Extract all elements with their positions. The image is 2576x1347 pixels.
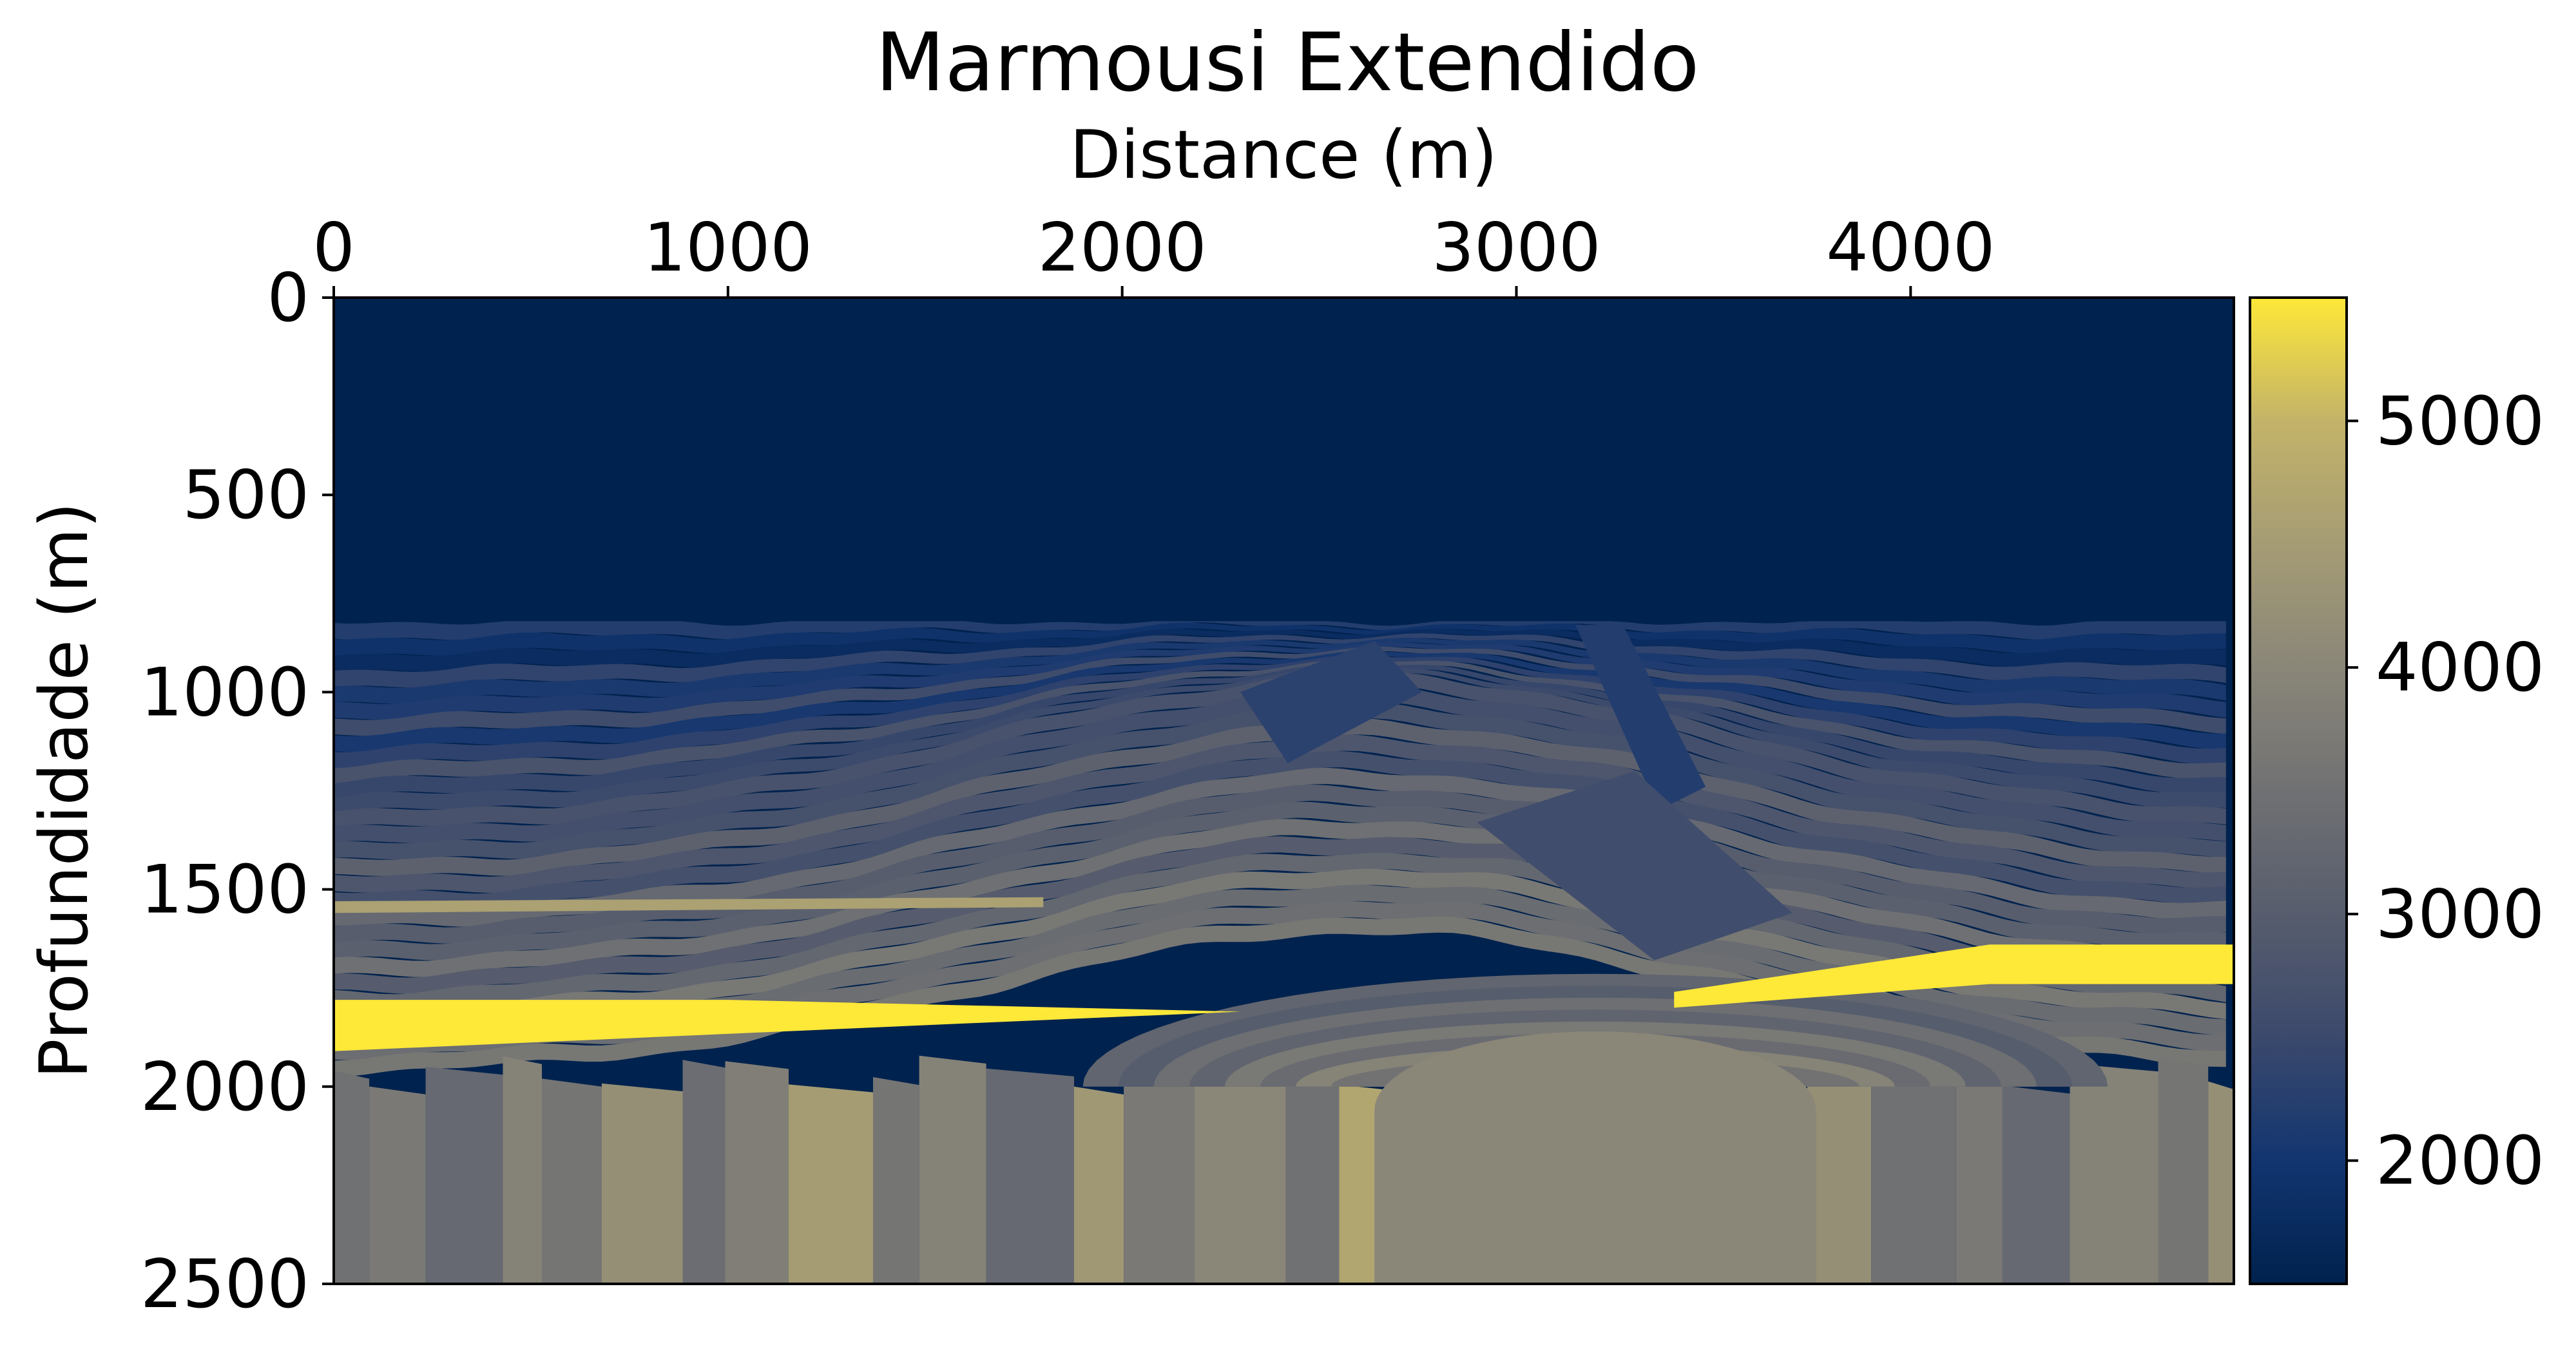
sediment-band <box>334 633 2226 688</box>
colorbar <box>2249 296 2348 1285</box>
deep-column <box>1124 1069 1195 1284</box>
sediment-band <box>334 655 2226 769</box>
chart-title: Marmousi Extendido <box>876 16 1700 110</box>
sediment-band <box>334 637 2226 704</box>
colorbar-tick-label: 5000 <box>2376 383 2544 460</box>
y-tick-label: 2000 <box>140 1049 309 1126</box>
velocity-heatmap <box>334 298 2234 1284</box>
sediment-band <box>334 702 2226 860</box>
y-axis-label: Profundidade (m) <box>26 502 103 1079</box>
deep-column <box>789 1084 873 1284</box>
fault-block <box>1477 770 1793 960</box>
colorbar-tick-label: 3000 <box>2376 876 2544 953</box>
colorbar-tick-label: 4000 <box>2376 629 2544 707</box>
deep-column <box>2070 1064 2158 1284</box>
y-tick-label: 500 <box>182 457 309 534</box>
y-tick-label: 0 <box>267 260 309 337</box>
fault-block <box>1575 625 1706 811</box>
deep-column <box>602 1083 683 1284</box>
deep-column <box>986 1068 1074 1284</box>
fault-block <box>1240 640 1422 763</box>
yellow-thin-layer <box>334 897 1044 913</box>
sediment-band <box>334 621 2226 640</box>
sediment-band <box>334 664 2226 800</box>
high-velocity-wedge <box>334 1000 1241 1051</box>
x-tick-label: 4000 <box>1826 209 1995 287</box>
sediment-band <box>334 660 2226 785</box>
deep-column <box>2158 1058 2209 1284</box>
sediment-band <box>334 629 2226 672</box>
deep-column <box>873 1077 919 1284</box>
y-tick-label: 2500 <box>140 1246 309 1323</box>
sediment-band <box>334 784 2226 944</box>
deep-column <box>1194 1055 1286 1284</box>
sediment-band <box>334 819 2226 977</box>
deep-column <box>1074 1086 1124 1284</box>
sediment-band <box>334 642 2226 720</box>
sediment-band <box>334 852 2226 1011</box>
sediment-band <box>334 651 2226 752</box>
x-tick-label: 1000 <box>644 209 812 287</box>
y-tick-label: 1000 <box>140 654 309 731</box>
anticline-core <box>1374 1031 1816 1284</box>
y-axis-ticks: 0 500 1000 1500 2000 2500 <box>140 260 334 1323</box>
deep-column <box>369 1086 426 1284</box>
plot-frame <box>332 296 2235 1285</box>
deep-column <box>503 1056 542 1284</box>
x-axis-ticks: 0 1000 2000 3000 4000 <box>312 209 1995 298</box>
deep-column <box>334 1071 370 1284</box>
sediment-band <box>334 686 2226 843</box>
x-tick-label: 2000 <box>1038 209 1207 287</box>
deep-column <box>725 1061 789 1284</box>
sediment-band <box>334 668 2226 814</box>
deep-column <box>1807 1071 1872 1284</box>
sediment-band <box>334 801 2226 960</box>
deep-column <box>425 1067 503 1284</box>
colorbar-ticks: 2000 3000 4000 5000 <box>2347 383 2544 1200</box>
deep-column <box>682 1060 726 1284</box>
deep-column <box>919 1055 986 1284</box>
sediment-band <box>334 673 2226 828</box>
deep-column <box>1871 1055 1956 1284</box>
deep-column <box>2208 1081 2234 1284</box>
x-axis-label: Distance (m) <box>1070 117 1497 194</box>
x-tick-label: 3000 <box>1432 209 1600 287</box>
sediment-band <box>334 751 2226 910</box>
colorbar-tick-label: 2000 <box>2376 1123 2544 1200</box>
x-tick-label: 0 <box>312 209 355 287</box>
sediment-band <box>334 718 2226 876</box>
sediment-band <box>334 901 2226 1060</box>
deep-column <box>1285 1076 1340 1284</box>
sediment-band <box>334 836 2226 994</box>
right-high-velocity-layer <box>1674 944 2234 1008</box>
deep-column <box>1956 1074 2003 1284</box>
deep-column <box>2002 1085 2070 1284</box>
y-tick-label: 1500 <box>140 852 309 929</box>
sediment-band <box>334 646 2226 736</box>
deep-column <box>542 1078 602 1284</box>
